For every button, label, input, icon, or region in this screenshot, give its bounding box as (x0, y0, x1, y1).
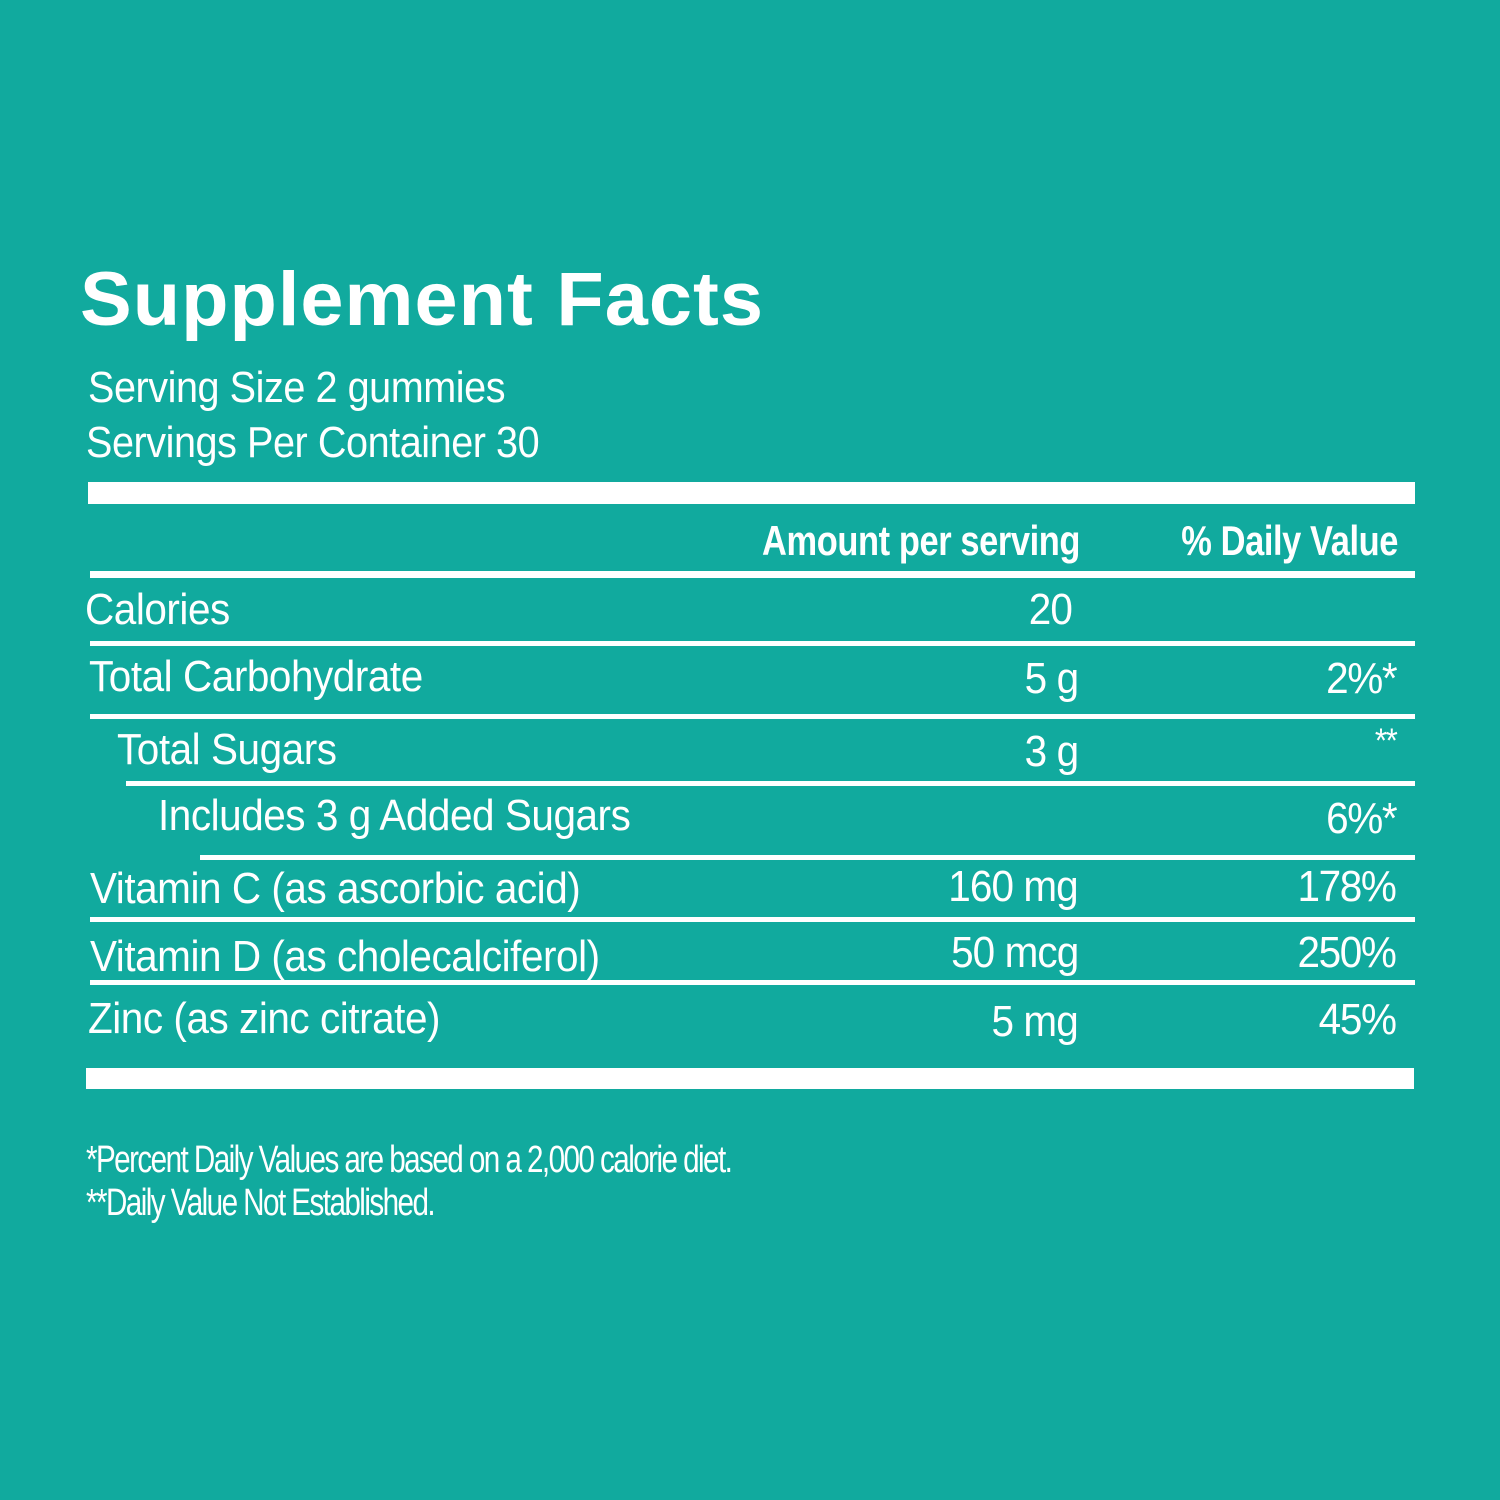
row-label-total-carbohydrate: Total Carbohydrate (89, 652, 423, 701)
row-label-vitamin-d: Vitamin D (as cholecalciferol) (90, 932, 600, 981)
header-amount-per-serving: Amount per serving (762, 517, 1080, 564)
servings-per-container: Servings Per Container 30 (86, 418, 540, 467)
row-amount-zinc: 5 mg (991, 997, 1079, 1046)
row-label-added-sugars: Includes 3 g Added Sugars (158, 791, 631, 840)
row-dv-zinc: 45% (1319, 995, 1397, 1044)
header-divider (90, 571, 1415, 578)
footnote-percent-daily-values: *Percent Daily Values are based on a 2,0… (86, 1139, 733, 1181)
row-label-vitamin-c: Vitamin C (as ascorbic acid) (90, 864, 581, 913)
row-label-total-sugars: Total Sugars (117, 725, 337, 774)
row-dv-vitamin-c: 178% (1297, 862, 1397, 911)
row-amount-total-sugars: 3 g (1024, 727, 1078, 776)
bottom-thick-divider (86, 1068, 1414, 1089)
row-label-calories: Calories (85, 585, 230, 634)
row-divider (126, 781, 1415, 786)
row-dv-vitamin-d: 250% (1297, 928, 1397, 977)
panel-title: Supplement Facts (80, 257, 764, 342)
row-dv-total-sugars: ** (1374, 722, 1397, 760)
row-divider (90, 714, 1415, 719)
row-divider (90, 917, 1415, 922)
top-thick-divider (88, 482, 1415, 504)
row-divider (200, 855, 1415, 860)
row-dv-total-carbohydrate: 2%* (1325, 654, 1398, 703)
footnote-daily-value-not-established: **Daily Value Not Established. (86, 1182, 436, 1224)
row-amount-total-carbohydrate: 5 g (1024, 654, 1078, 703)
row-amount-vitamin-c: 160 mg (948, 862, 1078, 911)
row-divider (90, 980, 1415, 985)
row-divider (90, 641, 1415, 646)
header-daily-value: % Daily Value (1181, 517, 1398, 564)
row-label-zinc: Zinc (as zinc citrate) (88, 994, 441, 1043)
serving-size: Serving Size 2 gummies (88, 363, 506, 412)
row-amount-vitamin-d: 50 mcg (950, 928, 1079, 977)
row-dv-added-sugars: 6%* (1325, 794, 1398, 843)
row-amount-calories: 20 (1028, 585, 1073, 634)
